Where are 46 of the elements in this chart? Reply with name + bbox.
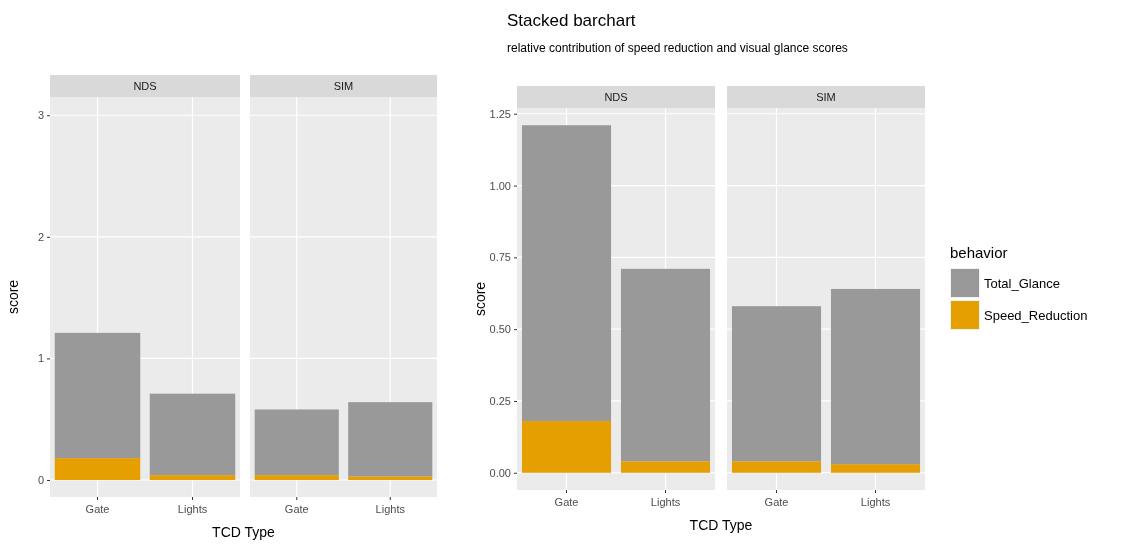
- y-tick-label: 2: [37, 230, 44, 243]
- bar: [731, 461, 822, 473]
- chart-title: SIM: [333, 80, 354, 92]
- text: relative contribution of speed reduction and visual glance scores: [507, 41, 848, 55]
- legend-label: Speed_Reduction: [984, 308, 1088, 323]
- bar: [620, 461, 711, 473]
- y-axis-title: score: [5, 279, 21, 315]
- x-axis-title: TCD Type: [689, 517, 753, 533]
- x-tick-label: Gate: [764, 495, 789, 508]
- bar: [254, 409, 339, 476]
- y-tick-label: 1.25: [489, 107, 511, 120]
- chart-title: NDS: [604, 91, 628, 103]
- x-tick-label: Gate: [85, 502, 110, 515]
- bar: [149, 393, 236, 476]
- bar: [348, 476, 433, 480]
- x-tick-label: Lights: [177, 502, 208, 515]
- bar: [620, 268, 711, 462]
- y-tick-label: 0.25: [489, 394, 511, 407]
- legend-label: Total_Glance: [984, 276, 1060, 291]
- y-axis-title: score: [472, 281, 488, 317]
- bar: [54, 332, 141, 459]
- chart-title: NDS: [133, 80, 157, 92]
- bar: [254, 475, 339, 480]
- bar: [149, 475, 236, 480]
- bar: [830, 464, 921, 473]
- x-tick-label: Gate: [284, 502, 309, 515]
- y-tick-label: 0: [37, 474, 44, 486]
- bar: [731, 306, 822, 462]
- y-tick-label: 0.75: [489, 251, 511, 264]
- bar: [348, 402, 433, 477]
- bar: [54, 458, 141, 480]
- y-tick-label: 0.50: [489, 323, 511, 336]
- x-tick-label: Gate: [554, 495, 579, 508]
- bar: [830, 288, 921, 465]
- x-tick-label: Lights: [650, 495, 681, 508]
- x-tick-label: Lights: [860, 495, 891, 508]
- bar: [521, 421, 612, 473]
- x-axis-title: TCD Type: [212, 524, 276, 540]
- y-tick-label: 1: [37, 352, 44, 365]
- y-tick-label: 1.00: [489, 179, 511, 192]
- legend-title: behavior: [950, 244, 1008, 261]
- y-tick-label: 0.00: [489, 466, 511, 479]
- chart-title: SIM: [816, 91, 836, 103]
- text: Stacked barchart: [507, 11, 636, 30]
- x-tick-label: Lights: [375, 502, 406, 515]
- y-tick-label: 3: [37, 109, 44, 122]
